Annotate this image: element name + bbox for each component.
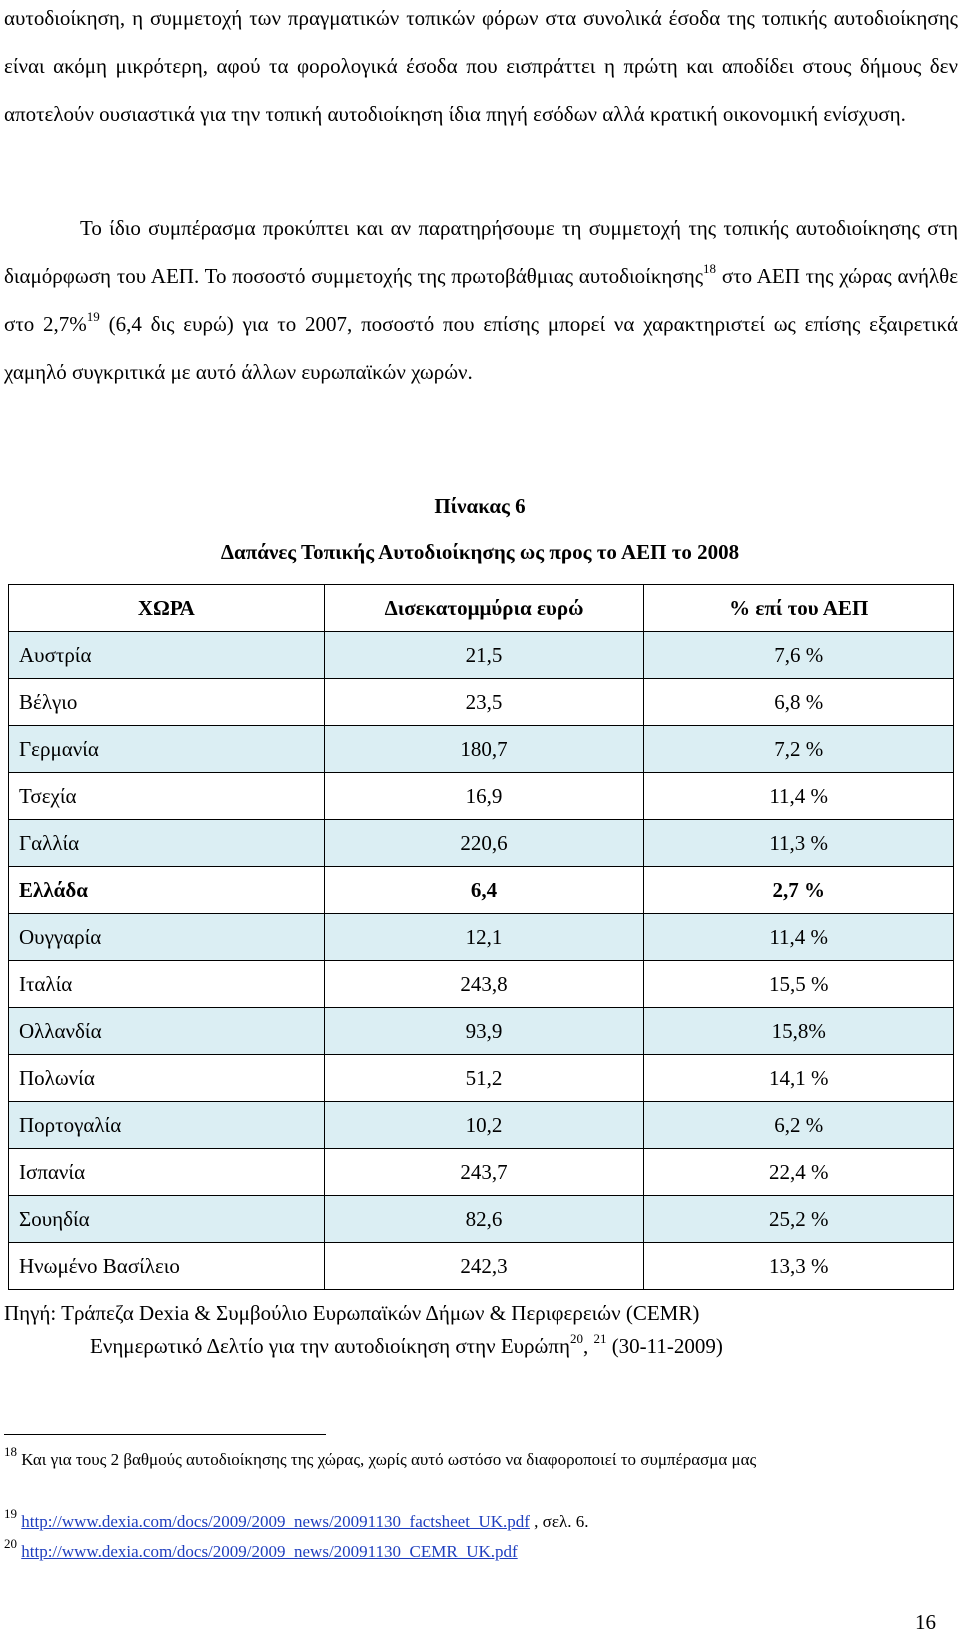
cell-country: Γερμανία bbox=[8, 725, 325, 773]
cell-percent: 6,8 % bbox=[643, 678, 954, 726]
cell-country: Ελλάδα bbox=[8, 866, 325, 914]
cell-country: Ουγγαρία bbox=[8, 913, 325, 961]
cell-country: Σουηδία bbox=[8, 1195, 325, 1243]
footnote-20: 20 http://www.dexia.com/docs/2009/2009_n… bbox=[4, 1536, 518, 1566]
cell-billions: 51,2 bbox=[323, 1054, 645, 1102]
cell-percent: 7,2 % bbox=[643, 725, 954, 773]
cell-billions: 82,6 bbox=[323, 1195, 645, 1243]
cell-billions: 6,4 bbox=[323, 866, 645, 914]
footnote-text: Και για τους 2 βαθμούς αυτοδιοίκησης της… bbox=[17, 1450, 757, 1469]
table-row: Βέλγιο 23,5 6,8 % bbox=[8, 678, 954, 726]
footnote-link-factsheet[interactable]: http://www.dexia.com/docs/2009/2009_news… bbox=[21, 1512, 530, 1531]
paragraph-gdp: Το ίδιο συμπέρασμα προκύπτει και αν παρα… bbox=[4, 204, 958, 396]
cell-billions: 21,5 bbox=[323, 631, 645, 679]
cell-country: Τσεχία bbox=[8, 772, 325, 820]
cell-billions: 220,6 bbox=[323, 819, 645, 867]
paragraph-gdp-text-3: (6,4 δις ευρώ) για το 2007, ποσοστό που … bbox=[4, 312, 958, 384]
cell-percent: 15,5 % bbox=[643, 960, 954, 1008]
cell-country: Πορτογαλία bbox=[8, 1101, 325, 1149]
table-row: Ολλανδία 93,9 15,8% bbox=[8, 1007, 954, 1055]
expenditure-table: ΧΩΡΑ Δισεκατομμύρια ευρώ % επί του ΑΕΠ Α… bbox=[8, 584, 954, 1290]
table-row: Τσεχία 16,9 11,4 % bbox=[8, 772, 954, 820]
footnote-ref-19[interactable]: 19 bbox=[86, 309, 100, 324]
table-row: Ισπανία 243,7 22,4 % bbox=[8, 1148, 954, 1196]
table-row: Γαλλία 220,6 11,3 % bbox=[8, 819, 954, 867]
cell-percent: 15,8% bbox=[643, 1007, 954, 1055]
footnote-link-cemr[interactable]: http://www.dexia.com/docs/2009/2009_news… bbox=[21, 1542, 518, 1561]
table-row: Ιταλία 243,8 15,5 % bbox=[8, 960, 954, 1008]
source-separator: , bbox=[582, 1334, 594, 1358]
cell-billions: 12,1 bbox=[323, 913, 645, 961]
header-billions-euro: Δισεκατομμύρια ευρώ bbox=[323, 584, 645, 632]
cell-billions: 180,7 bbox=[323, 725, 645, 773]
table-row: Πορτογαλία 10,2 6,2 % bbox=[8, 1101, 954, 1149]
cell-billions: 16,9 bbox=[323, 772, 645, 820]
table-header-row: ΧΩΡΑ Δισεκατομμύρια ευρώ % επί του ΑΕΠ bbox=[8, 584, 954, 632]
paragraph-gdp-text-2: στο ΑΕΠ της χώρας ανήλθε στο 2,7% bbox=[4, 264, 959, 336]
cell-percent: 25,2 % bbox=[643, 1195, 954, 1243]
footnote-number: 20 bbox=[4, 1536, 17, 1552]
table-row: Ηνωμένο Βασίλειο 242,3 13,3 % bbox=[8, 1242, 954, 1290]
page-number: 16 bbox=[915, 1610, 936, 1634]
footnote-number: 19 bbox=[4, 1506, 17, 1522]
cell-percent: 11,4 % bbox=[643, 772, 954, 820]
header-percent-gdp: % επί του ΑΕΠ bbox=[643, 584, 954, 632]
table-row: Σουηδία 82,6 25,2 % bbox=[8, 1195, 954, 1243]
footnote-18: 18 Και για τους 2 βαθμούς αυτοδιοίκησης … bbox=[4, 1444, 954, 1474]
cell-country: Βέλγιο bbox=[8, 678, 325, 726]
paragraph-intro: αυτοδιοίκηση, η συμμετοχή των πραγματικώ… bbox=[4, 0, 958, 138]
paragraph-intro-text: αυτοδιοίκηση, η συμμετοχή των πραγματικώ… bbox=[4, 6, 958, 126]
cell-billions: 23,5 bbox=[323, 678, 645, 726]
cell-billions: 243,7 bbox=[323, 1148, 645, 1196]
source-date: (30-11-2009) bbox=[606, 1334, 723, 1358]
table-row: Γερμανία 180,7 7,2 % bbox=[8, 725, 954, 773]
footnote-number: 18 bbox=[4, 1444, 17, 1460]
cell-percent: 22,4 % bbox=[643, 1148, 954, 1196]
table-source-line-1: Πηγή: Τράπεζα Dexia & Συμβούλιο Ευρωπαϊκ… bbox=[4, 1301, 700, 1325]
cell-country: Ισπανία bbox=[8, 1148, 325, 1196]
footnote-19: 19 http://www.dexia.com/docs/2009/2009_n… bbox=[4, 1506, 589, 1536]
paragraph-gdp-text-1: Το ίδιο συμπέρασμα προκύπτει και αν παρα… bbox=[4, 216, 958, 288]
table-row-highlight: Ελλάδα 6,4 2,7 % bbox=[8, 866, 954, 914]
footnote-ref-18[interactable]: 18 bbox=[703, 261, 717, 276]
footnote-ref-20[interactable]: 20 bbox=[569, 1331, 583, 1346]
cell-billions: 10,2 bbox=[323, 1101, 645, 1149]
cell-country: Αυστρία bbox=[8, 631, 325, 679]
cell-country: Ιταλία bbox=[8, 960, 325, 1008]
footnote-page-ref: , σελ. 6. bbox=[529, 1512, 589, 1531]
footnote-ref-21[interactable]: 21 bbox=[593, 1331, 607, 1346]
table-row: Πολωνία 51,2 14,1 % bbox=[8, 1054, 954, 1102]
table-row: Αυστρία 21,5 7,6 % bbox=[8, 631, 954, 679]
cell-percent: 14,1 % bbox=[643, 1054, 954, 1102]
footnote-divider bbox=[4, 1434, 326, 1435]
cell-percent: 2,7 % bbox=[643, 866, 954, 914]
table-row: Ουγγαρία 12,1 11,4 % bbox=[8, 913, 954, 961]
header-country: ΧΩΡΑ bbox=[8, 584, 325, 632]
cell-country: Ηνωμένο Βασίλειο bbox=[8, 1242, 325, 1290]
cell-country: Πολωνία bbox=[8, 1054, 325, 1102]
table-title: Δαπάνες Τοπικής Αυτοδιοίκησης ως προς το… bbox=[220, 540, 740, 564]
source-bulletin-text: Ενημερωτικό Δελτίο για την αυτοδιοίκηση … bbox=[90, 1334, 570, 1358]
cell-billions: 242,3 bbox=[323, 1242, 645, 1290]
table-source-line-2: Ενημερωτικό Δελτίο για την αυτοδιοίκηση … bbox=[90, 1331, 723, 1359]
cell-percent: 6,2 % bbox=[643, 1101, 954, 1149]
cell-percent: 11,3 % bbox=[643, 819, 954, 867]
cell-billions: 243,8 bbox=[323, 960, 645, 1008]
cell-country: Ολλανδία bbox=[8, 1007, 325, 1055]
cell-percent: 7,6 % bbox=[643, 631, 954, 679]
cell-percent: 11,4 % bbox=[643, 913, 954, 961]
cell-percent: 13,3 % bbox=[643, 1242, 954, 1290]
table-caption: Πίνακας 6 bbox=[434, 494, 526, 518]
cell-country: Γαλλία bbox=[8, 819, 325, 867]
cell-billions: 93,9 bbox=[323, 1007, 645, 1055]
